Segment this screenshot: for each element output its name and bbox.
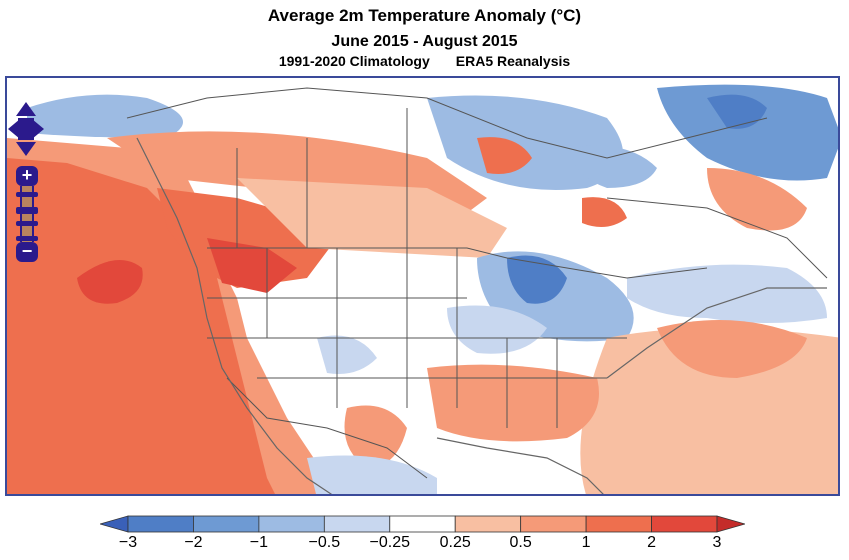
- atlantic-warm: [580, 328, 838, 494]
- legend-bin: [520, 515, 587, 533]
- legend-tick-label: −1: [249, 534, 268, 551]
- subtitle: 1991-2020 Climatology ERA5 Reanalysis: [0, 53, 849, 69]
- coastlines: [136, 137, 827, 494]
- pan-right-icon[interactable]: [32, 119, 44, 139]
- zoom-level-marker[interactable]: [16, 192, 38, 197]
- quebec-warm-spot: [582, 197, 627, 227]
- legend-bin-underflow: [100, 515, 129, 533]
- chart-title: Average 2m Temperature Anomaly (°C): [267, 6, 582, 25]
- legend-bin: [454, 515, 522, 533]
- map-navigation: + −: [6, 100, 46, 262]
- zoom-level-marker[interactable]: [16, 221, 38, 227]
- legend-bin: [651, 515, 718, 533]
- texas-warm: [344, 405, 407, 468]
- anomaly-map[interactable]: [5, 76, 840, 496]
- labrador-cool: [657, 84, 838, 181]
- legend-bin-overflow: [716, 515, 745, 533]
- pnw-hot-core: [207, 238, 297, 293]
- pacific-northwest-hot: [157, 188, 337, 288]
- dataset-label: ERA5 Reanalysis: [455, 53, 571, 69]
- canada-central-warm: [237, 178, 507, 258]
- legend-bin: [258, 515, 325, 533]
- legend-bin: [193, 515, 260, 533]
- ontario-warm-spot: [477, 137, 532, 174]
- climatology-label: 1991-2020 Climatology: [278, 53, 430, 69]
- mexico-cool: [307, 455, 437, 494]
- southeast-warm: [427, 364, 599, 442]
- legend-tick-label: 1: [581, 534, 591, 551]
- legend-colorbar: [100, 515, 745, 533]
- pan-down-icon[interactable]: [16, 142, 36, 156]
- legend-tick-label: 0.25: [439, 534, 471, 551]
- legend-bin: [389, 515, 456, 533]
- atlantic-warm-core: [657, 320, 807, 378]
- central-us-cool: [317, 335, 377, 374]
- map-canvas: [7, 84, 838, 494]
- labrador-cool-core: [707, 94, 767, 129]
- period-label: June 2015 - August 2015: [331, 33, 518, 50]
- midwest-cool: [447, 305, 547, 354]
- zoom-level-marker[interactable]: [16, 206, 38, 214]
- quebec-cool: [567, 145, 657, 188]
- color-legend: −3 −2 −1 −0.5 −0.25 0.25 0.5 1 2 3: [100, 514, 745, 554]
- political-borders: [126, 87, 828, 479]
- warm-region-pacific-strong: [7, 158, 275, 494]
- legend-tick-label: 3: [712, 534, 722, 551]
- legend-tick-label: 2: [647, 534, 656, 551]
- hot-spot-offshore: [77, 260, 143, 304]
- arctic-cool-region: [27, 94, 183, 138]
- legend-bin: [127, 515, 194, 533]
- pan-control[interactable]: [6, 100, 46, 158]
- northeast-cool: [627, 264, 827, 323]
- great-lakes-cool-core: [507, 255, 567, 304]
- pan-up-icon[interactable]: [16, 102, 36, 116]
- legend-tick-label: −0.25: [369, 534, 411, 551]
- legend-tick-label: −3: [118, 534, 138, 551]
- zoom-slider[interactable]: [20, 186, 34, 242]
- zoom-out-button[interactable]: −: [16, 242, 38, 262]
- legend-tick-label: −2: [184, 534, 203, 551]
- legend-tick-label: 0.5: [509, 534, 532, 551]
- legend-bin: [585, 515, 652, 533]
- legend-tick-label: −0.5: [308, 534, 341, 551]
- hudson-bay-cool: [427, 95, 623, 190]
- pan-left-icon[interactable]: [8, 119, 20, 139]
- atlantic-canada-warm: [707, 168, 807, 231]
- zoom-in-button[interactable]: +: [16, 166, 38, 186]
- zoom-level-marker[interactable]: [16, 236, 38, 241]
- legend-bin: [323, 515, 391, 533]
